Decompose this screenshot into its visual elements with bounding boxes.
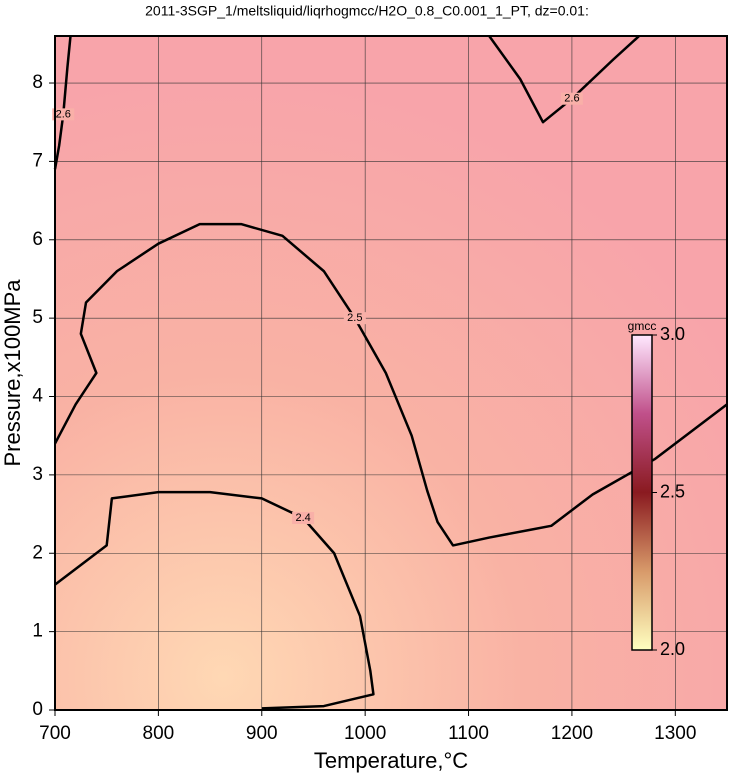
- contour-line: [54, 490, 375, 710]
- y-tick-label: 2: [32, 542, 43, 563]
- x-tick-label: 1100: [448, 723, 489, 744]
- y-tick-label: 6: [32, 229, 43, 250]
- y-tick-label: 0: [32, 699, 43, 720]
- y-tick-label: 4: [32, 386, 43, 407]
- contour-label-bg: [343, 312, 366, 325]
- y-tick-label: 7: [32, 150, 43, 171]
- x-tick-label: 800: [143, 723, 175, 744]
- chart-title: 2011-3SGP_1/meltsliquid/liqrhogmcc/H2O_0…: [145, 3, 589, 19]
- contour-label: 2.6: [56, 108, 71, 120]
- contour-label: 2.5: [347, 312, 362, 324]
- y-tick-label: 8: [32, 72, 43, 93]
- x-tick-label: 900: [246, 723, 278, 744]
- contour-label-bg: [560, 92, 583, 105]
- contour-label-bg: [52, 108, 75, 121]
- colorbar-tick-label: 2.0: [660, 639, 685, 659]
- x-tick-label: 1000: [344, 723, 386, 744]
- colorbar-tick-label: 3.0: [660, 324, 685, 344]
- contour-label-bg: [292, 511, 315, 524]
- x-axis-label: Temperature,°C: [314, 748, 468, 773]
- colorbar: [631, 334, 653, 651]
- contour-line: [488, 35, 640, 124]
- colorbar-label: gmcc: [628, 319, 657, 333]
- contour-label: 2.6: [564, 93, 579, 105]
- y-tick-label: 3: [32, 464, 43, 485]
- y-tick-label: 5: [32, 307, 43, 328]
- grid: [54, 36, 727, 711]
- x-tick-label: 1200: [551, 723, 593, 744]
- x-tick-label: 1300: [654, 723, 696, 744]
- y-axis-label: Pressure,x100MPa: [0, 279, 25, 467]
- plot-background: [55, 36, 727, 710]
- contour-label: 2.4: [295, 512, 310, 524]
- plot-frame: [54, 35, 728, 711]
- y-tick-label: 1: [32, 621, 43, 642]
- x-tick-label: 700: [39, 723, 71, 744]
- colorbar-tick-label: 2.5: [660, 481, 685, 501]
